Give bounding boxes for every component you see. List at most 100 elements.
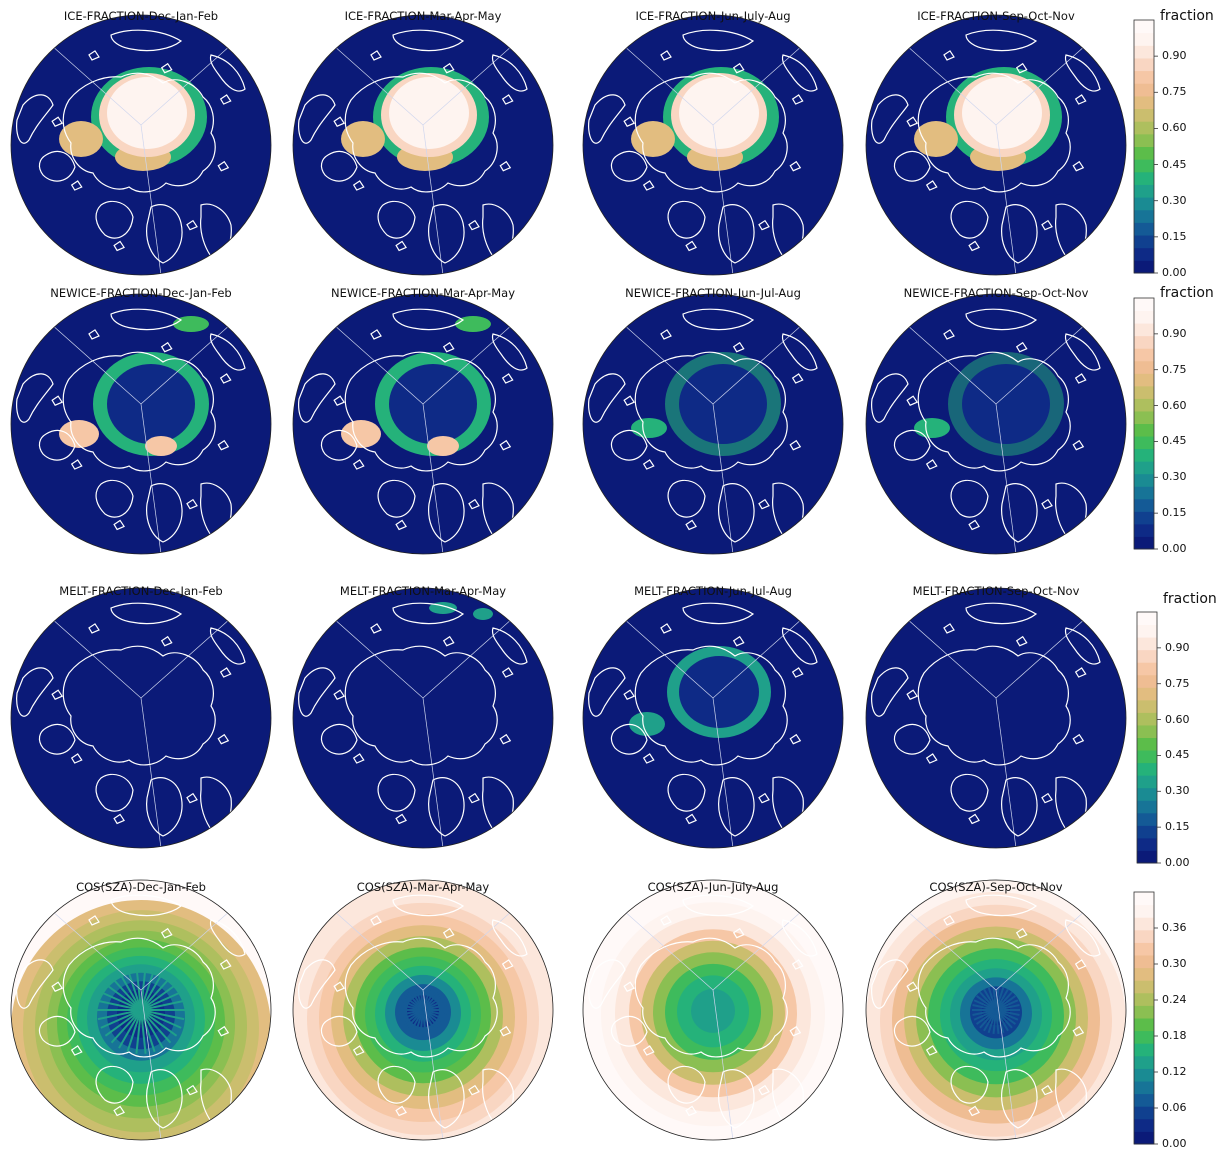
coastline [781,333,818,371]
coastline [95,773,134,812]
meridian [140,323,232,405]
island [88,915,100,926]
island [1041,219,1053,231]
colorbar-segment [1134,146,1154,160]
ice-map-0 [10,14,272,276]
island [1072,1025,1085,1037]
colorbar-segment [1134,1005,1154,1019]
spoke [110,1009,142,1044]
island [906,395,919,406]
meridian [140,124,162,275]
colorbar-segment [1134,298,1154,312]
coastline [871,959,909,1009]
spoke [97,1009,142,1021]
ice-map-3 [865,14,1127,276]
melt-map-0 [10,587,272,849]
island [943,915,955,926]
meridian [712,617,804,699]
colorbar-segment [1134,83,1154,97]
colorbar-label: fraction [1160,8,1214,24]
coastline [588,667,626,717]
spoke [140,983,178,1011]
meridian [995,124,1017,275]
newice-patch [173,316,209,332]
coastline [209,627,246,665]
colorbar-label: fraction [1163,591,1217,607]
coastlines [16,894,246,1129]
colorbar-segment [1134,498,1154,512]
meridian [995,617,1087,699]
colorbar-tick-label: 0.00 [1162,542,1187,555]
coastline [298,373,336,423]
colorbar-segment [1134,523,1154,537]
colorbar-segment [1134,410,1154,424]
island [1015,341,1028,353]
spoke [140,1009,182,1029]
colorbar-tick-label: 0.90 [1162,326,1187,340]
ice-map-1 [292,14,554,276]
island [333,116,346,127]
colorbar-segment [1134,1081,1154,1095]
coastline [344,645,498,766]
coastline [146,483,183,543]
coastline [893,150,931,182]
coastline [209,54,246,92]
meridian [50,617,142,699]
coastline [146,777,183,837]
island [623,395,636,406]
newice-patch [341,420,381,448]
island [1072,160,1085,172]
coastline [62,351,216,472]
colorbar-segment [1137,850,1157,864]
melt-patch [629,712,665,736]
island [51,395,64,406]
melt-map-2 [582,587,844,849]
island [395,813,407,825]
coastline [588,373,626,423]
spoke [118,971,142,1011]
spoke [100,991,142,1011]
island [333,689,346,700]
meridian [995,909,1087,991]
colorbar-segment [1137,699,1157,713]
coastline [298,94,336,144]
meridian [50,909,142,991]
meridian [140,403,162,554]
coastline [893,1015,931,1047]
colorbar-tick-label: 0.45 [1162,434,1187,448]
island [791,94,804,105]
map-background [866,588,1126,848]
meridian [712,323,804,405]
coastlines [588,29,818,264]
colorbar-segment [1137,637,1157,651]
meridian [422,323,514,405]
coastline [965,602,1038,625]
spoke [140,999,185,1011]
island [442,62,455,74]
island [160,341,173,353]
colorbar-segment [1134,70,1154,84]
coastline [110,894,183,917]
newice-patch [914,418,950,438]
map-edge [292,879,554,1141]
coastline [682,894,755,917]
island [1015,62,1028,74]
island [113,240,125,252]
island [1015,927,1028,939]
colorbar-ice [1133,19,1158,274]
island [623,116,636,127]
panel-title: ICE-FRACTION-Jun-July-Aug [635,9,791,23]
coastline [634,351,788,472]
coastline [95,1065,134,1104]
coastline [893,429,931,461]
meridian [422,617,514,699]
colorbar-segment [1134,892,1154,906]
panel-title: NEWICE-FRACTION-Dec-Jan-Feb [50,286,232,300]
island [1074,94,1087,105]
spoke [140,976,172,1011]
colorbar-segment [1134,992,1154,1006]
newice-patch [145,436,177,456]
panel-title: ICE-FRACTION-Sep-Oct-Nov [917,9,1075,23]
island [1074,667,1087,678]
colorbar-tick-label: 0.60 [1162,398,1187,412]
